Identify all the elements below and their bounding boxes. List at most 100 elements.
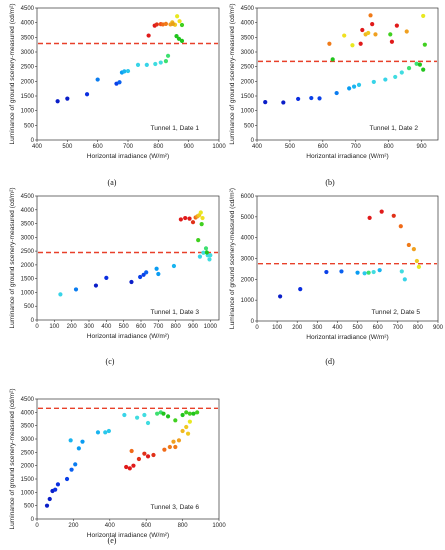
x-tick-label: 700 xyxy=(351,144,362,150)
data-point xyxy=(191,411,196,416)
data-point xyxy=(127,466,132,471)
data-point xyxy=(138,274,143,280)
y-axis-label: Luminance of ground scenery-measured (cd… xyxy=(9,388,16,529)
data-point xyxy=(414,258,419,264)
data-point xyxy=(309,95,314,101)
x-tick-label: 1000 xyxy=(212,144,226,150)
x-tick-label: 700 xyxy=(123,144,134,150)
data-point xyxy=(141,272,146,277)
data-point xyxy=(362,271,367,276)
data-point xyxy=(334,90,339,96)
data-point xyxy=(195,410,200,415)
data-point xyxy=(278,294,283,299)
y-tick-label: 3500 xyxy=(21,222,35,228)
data-point xyxy=(165,53,171,58)
data-point xyxy=(296,96,301,102)
data-point xyxy=(298,287,303,292)
data-point xyxy=(388,32,393,37)
x-tick-label: 400 xyxy=(101,324,112,330)
y-tick-label: 500 xyxy=(24,504,35,510)
data-point xyxy=(135,415,140,420)
y-tick-label: 1000 xyxy=(21,109,35,115)
y-tick-label: 3500 xyxy=(21,35,35,41)
y-tick-label: 4000 xyxy=(241,236,255,242)
y-tick-label: 1000 xyxy=(241,109,255,115)
data-point xyxy=(69,467,74,472)
data-point xyxy=(151,452,156,458)
x-axis-label: Horizontal irradiance (W/m²) xyxy=(87,153,169,160)
data-point xyxy=(163,21,169,26)
data-point xyxy=(178,217,183,222)
data-point xyxy=(145,454,151,459)
data-point xyxy=(404,29,409,34)
data-point xyxy=(58,292,63,297)
data-point xyxy=(416,264,421,269)
y-tick-label: 3000 xyxy=(21,235,35,241)
data-point xyxy=(103,430,108,435)
panel-label: (e) xyxy=(108,536,117,545)
data-point xyxy=(393,74,398,80)
data-point xyxy=(153,61,158,67)
data-point xyxy=(142,412,147,418)
x-tick-label: 600 xyxy=(141,523,152,529)
x-axis-label: Horizontal irradiance (W/m²) xyxy=(87,532,169,539)
data-point xyxy=(184,424,189,430)
y-tick-label: 2000 xyxy=(21,79,35,85)
y-tick-label: 3500 xyxy=(21,424,35,430)
y-tick-label: 2000 xyxy=(21,464,35,470)
data-point xyxy=(399,269,404,274)
data-point xyxy=(47,496,52,502)
x-tick-label: 800 xyxy=(413,325,424,331)
x-tick-label: 400 xyxy=(332,325,343,331)
x-tick-label: 900 xyxy=(188,324,199,330)
data-point xyxy=(414,61,419,66)
x-tick-label: 700 xyxy=(393,325,404,331)
x-tick-label: 900 xyxy=(184,144,195,150)
x-tick-label: 200 xyxy=(68,523,79,529)
data-point xyxy=(394,23,399,28)
panel-annotation: Tunnel 1, Date 1 xyxy=(150,125,199,132)
x-tick-label: 600 xyxy=(93,144,104,150)
x-tick-label: 800 xyxy=(384,144,395,150)
data-point xyxy=(93,283,99,288)
panel-label: (c) xyxy=(106,357,115,366)
x-tick-label: 500 xyxy=(353,325,364,331)
data-point xyxy=(184,410,189,415)
data-point xyxy=(281,100,286,105)
data-point xyxy=(162,447,167,452)
y-axis-label: Luminance of ground scenery-measured (cd… xyxy=(9,187,16,328)
x-tick-label: 600 xyxy=(136,324,147,330)
y-axis-label: Luminance of ground scenery-measured (cd… xyxy=(9,3,16,144)
y-tick-label: 2500 xyxy=(21,450,35,456)
y-tick-label: 2500 xyxy=(21,65,35,71)
data-point xyxy=(136,456,142,462)
data-point xyxy=(421,67,426,72)
data-point xyxy=(383,77,388,82)
y-axis-label: Luminance of ground scenery-measured (cd… xyxy=(229,188,236,329)
y-tick-label: 0 xyxy=(251,138,255,144)
data-point xyxy=(368,13,373,18)
x-tick-label: 600 xyxy=(373,325,384,331)
y-tick-label: 2500 xyxy=(241,65,255,71)
x-tick-label: 800 xyxy=(153,144,164,150)
data-point xyxy=(421,13,426,19)
panel-annotation: Tunnel 2, Date 5 xyxy=(371,309,420,316)
data-point xyxy=(199,222,204,227)
data-point xyxy=(131,463,136,468)
data-point xyxy=(104,275,109,280)
data-point xyxy=(161,411,166,416)
y-tick-label: 4500 xyxy=(21,397,35,403)
data-point xyxy=(170,21,175,26)
panel-annotation: Tunnel 1, Date 3 xyxy=(150,309,199,316)
y-tick-label: 4500 xyxy=(21,194,35,200)
y-tick-label: 1000 xyxy=(241,298,255,304)
x-tick-label: 400 xyxy=(105,523,116,529)
x-tick-label: 100 xyxy=(272,325,283,331)
x-axis-label: Horizontal irradiance (W/m²) xyxy=(87,333,169,340)
y-tick-label: 500 xyxy=(244,123,255,129)
y-tick-label: 500 xyxy=(24,304,35,310)
data-point xyxy=(158,60,163,65)
data-point xyxy=(64,476,70,482)
y-tick-label: 4000 xyxy=(21,410,35,416)
data-point xyxy=(173,418,178,423)
